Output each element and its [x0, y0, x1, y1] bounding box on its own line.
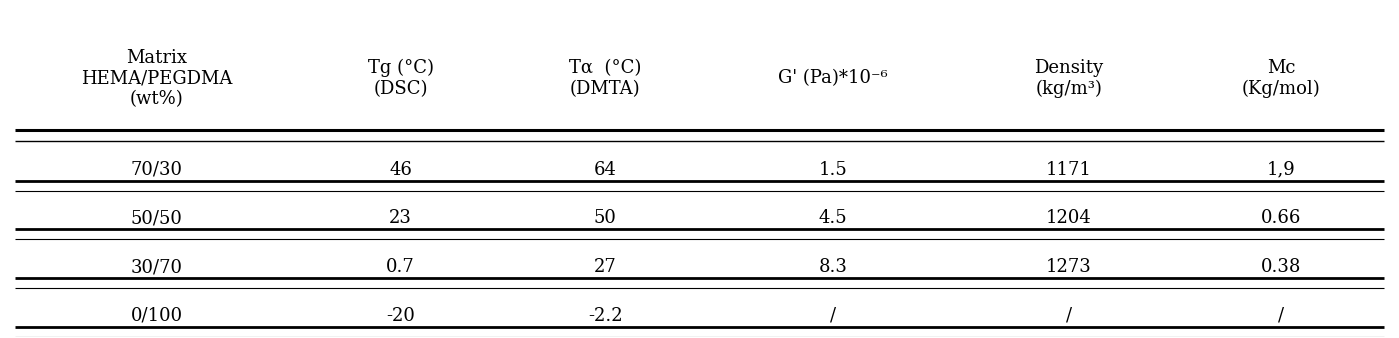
Text: Tα  (°C)
(DMTA): Tα (°C) (DMTA): [569, 59, 641, 98]
Text: Tg (°C)
(DSC): Tg (°C) (DSC): [368, 59, 434, 98]
Text: 1.5: 1.5: [818, 161, 848, 179]
Text: Mc
(Kg/mol): Mc (Kg/mol): [1242, 59, 1321, 98]
Text: 8.3: 8.3: [818, 258, 848, 276]
Text: 0/100: 0/100: [132, 307, 183, 325]
Text: /: /: [830, 307, 837, 325]
Text: 0.7: 0.7: [386, 258, 416, 276]
Text: 64: 64: [593, 161, 617, 179]
Text: 4.5: 4.5: [818, 210, 848, 227]
Text: G' (Pa)*10⁻⁶: G' (Pa)*10⁻⁶: [778, 70, 888, 88]
Text: 46: 46: [389, 161, 413, 179]
Text: 30/70: 30/70: [132, 258, 183, 276]
Text: /: /: [1279, 307, 1284, 325]
Text: 27: 27: [593, 258, 617, 276]
Text: 1204: 1204: [1046, 210, 1093, 227]
Text: -2.2: -2.2: [588, 307, 623, 325]
Text: 23: 23: [389, 210, 413, 227]
Text: 0.38: 0.38: [1262, 258, 1301, 276]
Text: 1171: 1171: [1046, 161, 1093, 179]
Text: -20: -20: [386, 307, 416, 325]
Text: Density
(kg/m³): Density (kg/m³): [1034, 59, 1104, 98]
Text: 1,9: 1,9: [1267, 161, 1295, 179]
Text: 50/50: 50/50: [132, 210, 183, 227]
Text: 50: 50: [593, 210, 617, 227]
Text: 70/30: 70/30: [132, 161, 183, 179]
Text: 0.66: 0.66: [1262, 210, 1301, 227]
Text: /: /: [1066, 307, 1072, 325]
Text: Matrix
HEMA/PEGDMA
(wt%): Matrix HEMA/PEGDMA (wt%): [81, 49, 232, 108]
Text: 1273: 1273: [1046, 258, 1093, 276]
